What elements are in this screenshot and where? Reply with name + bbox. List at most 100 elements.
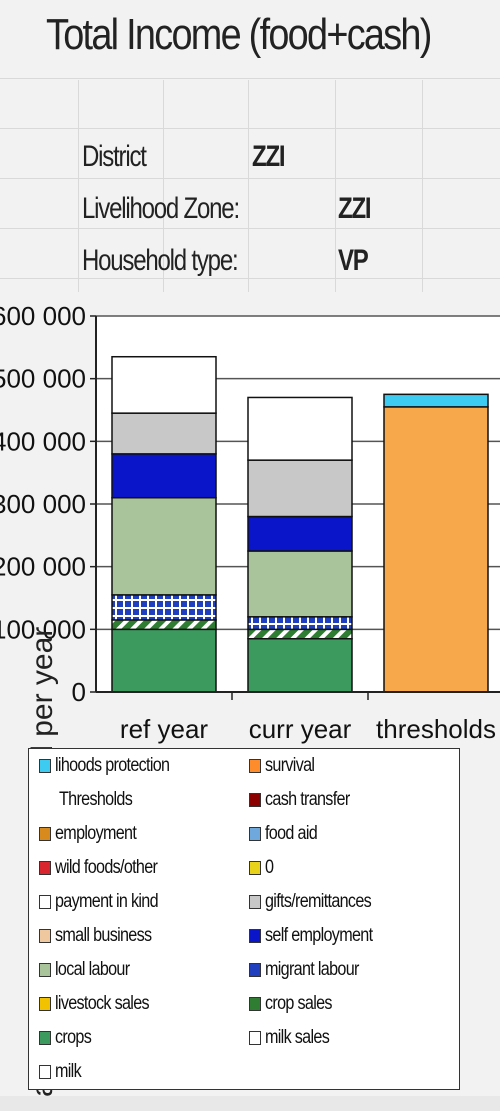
sheet-gridline — [248, 80, 249, 292]
legend-label: local labour — [55, 959, 130, 980]
legend-swatch — [249, 1031, 261, 1045]
legend-label: employment — [55, 823, 137, 844]
x-category-label: ref year — [120, 714, 208, 744]
legend-item: small business — [39, 925, 168, 947]
legend: lihoods protection survival Thresholds cash… — [28, 748, 460, 1090]
legend-label: 0 — [265, 857, 274, 878]
livelihood-zone-value: ZZI — [338, 192, 372, 225]
livelihood-zone-label: Livelihood Zone: — [82, 192, 240, 225]
legend-item: crops — [39, 1027, 97, 1049]
bar-segment-crop-sales — [111, 619, 217, 631]
legend-label: crops — [55, 1027, 92, 1048]
legend-item: payment in kind — [39, 891, 176, 913]
sheet-gridline — [0, 128, 500, 129]
y-tick-label: 100 000 — [0, 614, 86, 644]
bar-segment-local-labour — [111, 496, 217, 596]
legend-label: food aid — [265, 823, 318, 844]
legend-label: cash transfer — [265, 789, 350, 810]
legend-swatch — [249, 827, 261, 841]
bar-segment-gifts-remittances — [247, 459, 353, 518]
bar-segment-self-employment — [111, 453, 217, 499]
legend-label: milk — [55, 1061, 82, 1082]
legend-swatch — [39, 827, 51, 841]
legend-label: livestock sales — [55, 993, 150, 1014]
household-type-value: VP — [338, 244, 369, 277]
legend-item: lihoods protection — [39, 755, 190, 777]
y-tick-label: 0 — [72, 677, 86, 707]
legend-label: gifts/remittances — [265, 891, 372, 912]
legend-swatch — [249, 895, 261, 909]
sheet-header: Total Income (food+cash) District ZZI Li… — [0, 0, 500, 292]
legend-item: migrant labour — [249, 959, 375, 981]
y-tick-label: 400 000 — [0, 426, 86, 456]
bar-segment-crop-sales — [247, 628, 353, 640]
legend-item: employment — [39, 823, 151, 845]
legend-swatch — [39, 1065, 51, 1079]
bar-segment-gifts-remittances — [111, 412, 217, 455]
legend-swatch — [39, 963, 51, 977]
legend-swatch — [39, 929, 51, 943]
legend-swatch — [39, 793, 55, 807]
sheet-gridline — [0, 178, 500, 179]
legend-item: 0 — [249, 857, 275, 879]
sheet-gridline — [0, 228, 500, 229]
legend-swatch — [249, 963, 261, 977]
stacked-bar-chart: 0 100 000 200 000 300 000 400 000 500 000 600 … — [0, 301, 500, 1111]
household-type-label: Household type: — [82, 244, 239, 277]
bar-segment-crops — [111, 628, 217, 693]
legend-swatch — [249, 759, 261, 773]
legend-item: milk sales — [249, 1027, 340, 1049]
legend-label: self employment — [265, 925, 373, 946]
legend-label: Thresholds — [59, 789, 133, 810]
sheet-gridline — [78, 80, 79, 292]
x-category-label: curr year — [249, 714, 352, 744]
legend-label: lihoods protection — [55, 755, 170, 776]
sheet-gridline — [0, 278, 500, 279]
district-label: District — [82, 140, 147, 173]
legend-swatch — [39, 861, 51, 875]
y-tick-label: 500 000 — [0, 364, 86, 394]
legend-label: small business — [55, 925, 152, 946]
bottom-strip — [0, 1096, 500, 1111]
y-tick-label: 200 000 — [0, 552, 86, 582]
bar-segment-local-labour — [247, 550, 353, 618]
legend-item: food aid — [249, 823, 326, 845]
legend-item: Thresholds — [39, 789, 145, 811]
x-category-label: thresholds — [376, 714, 496, 744]
legend-item: survival — [249, 755, 323, 777]
bar-segment-lihoods-protection-thresholds — [383, 393, 489, 408]
district-value: ZZI — [252, 140, 286, 173]
legend-item: milk — [39, 1061, 86, 1083]
sheet-gridline — [163, 80, 164, 292]
legend-swatch — [39, 759, 51, 773]
y-tick-label: 600 000 — [0, 301, 86, 331]
legend-item: self employment — [249, 925, 391, 947]
legend-swatch — [39, 997, 51, 1011]
sheet-gridline — [335, 80, 336, 292]
legend-item: crop sales — [249, 993, 344, 1015]
sheet-gridline — [0, 78, 500, 79]
bar-segment-migrant-labour — [111, 594, 217, 621]
legend-item: gifts/remittances — [249, 891, 390, 913]
legend-label: wild foods/other — [55, 857, 158, 878]
legend-item: cash transfer — [249, 789, 364, 811]
legend-item: wild foods/other — [39, 857, 175, 879]
sheet-gridline — [422, 80, 423, 292]
legend-label: survival — [265, 755, 315, 776]
legend-label: payment in kind — [55, 891, 159, 912]
legend-swatch — [249, 861, 261, 875]
legend-item: local labour — [39, 959, 143, 981]
bar-segment-payment-in-kind — [247, 396, 353, 461]
y-tick-label: 300 000 — [0, 489, 86, 519]
legend-swatch — [39, 895, 51, 909]
bar-segment-crops — [247, 637, 353, 693]
legend-swatch — [39, 1031, 51, 1045]
legend-label: migrant labour — [265, 959, 359, 980]
bar-segment-payment-in-kind — [111, 355, 217, 414]
legend-swatch — [249, 929, 261, 943]
legend-label: crop sales — [265, 993, 332, 1014]
bar-segment-self-employment — [247, 515, 353, 552]
legend-swatch — [249, 793, 261, 807]
page-title: Total Income (food+cash) — [46, 10, 432, 59]
legend-item: livestock sales — [39, 993, 166, 1015]
